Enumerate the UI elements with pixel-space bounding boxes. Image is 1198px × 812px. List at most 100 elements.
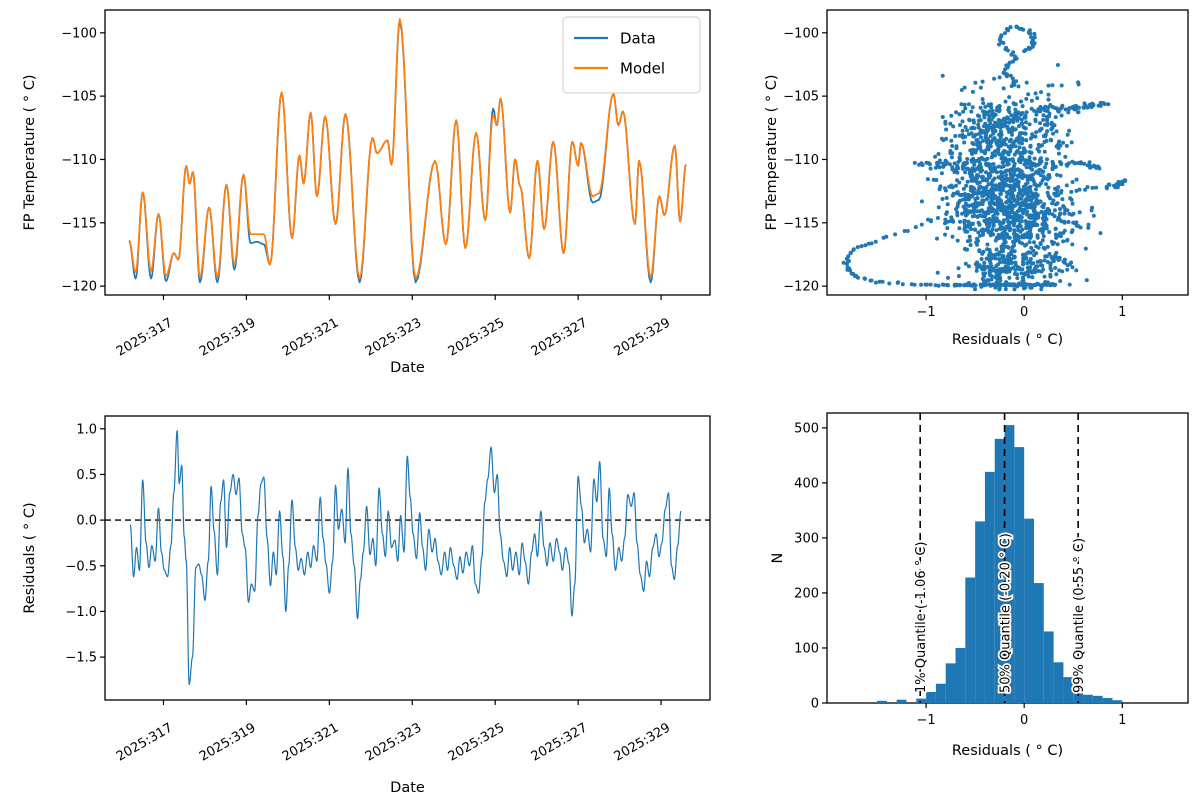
scatter-point: [943, 188, 948, 193]
scatter-point: [887, 281, 892, 286]
scatter-point: [1047, 252, 1052, 256]
scatter-point: [1018, 224, 1023, 229]
scatter-point: [958, 219, 962, 224]
scatter-point: [984, 110, 989, 115]
scatter-point: [961, 197, 966, 202]
x-tick-label: 2025:327: [529, 315, 590, 359]
scatter-point: [1054, 235, 1059, 240]
scatter-point: [1060, 269, 1065, 274]
scatter-point: [1056, 193, 1061, 198]
x-axis-label: Residuals ( ° C): [952, 332, 1063, 348]
scatter-point: [1063, 107, 1068, 112]
scatter-point: [935, 161, 940, 166]
scatter-point: [1069, 140, 1074, 145]
axes-frame: [826, 9, 1189, 296]
scatter-point: [1070, 180, 1075, 184]
x-tick-label: 2025:319: [197, 720, 258, 764]
scatter-point: [992, 168, 997, 173]
scatter-point: [1065, 132, 1070, 137]
scatter-point: [1039, 269, 1044, 274]
y-tick-label: −115: [783, 216, 819, 231]
scatter-point: [1049, 239, 1054, 244]
scatter-point: [1020, 235, 1024, 240]
scatter-point: [977, 114, 982, 119]
scatter-point: [945, 226, 950, 231]
scatter-point: [1013, 168, 1017, 172]
scatter-point: [995, 106, 1000, 111]
scatter-point: [984, 162, 989, 167]
scatter-point: [1030, 196, 1035, 200]
scatter-point: [994, 252, 999, 257]
scatter-point: [1069, 189, 1074, 194]
scatter-point: [1070, 265, 1075, 270]
scatter-point: [990, 256, 994, 261]
scatter-point: [956, 274, 961, 279]
scatter-point: [950, 144, 955, 148]
scatter-point: [1019, 99, 1023, 104]
scatter-point: [999, 165, 1004, 170]
scatter-point: [919, 222, 924, 227]
histogram-bar: [965, 577, 976, 703]
scatter-point: [971, 192, 976, 197]
scatter-point: [998, 191, 1003, 196]
y-tick-label: −0.5: [65, 559, 97, 574]
scatter-point: [1088, 165, 1093, 170]
scatter-point: [999, 173, 1004, 177]
scatter-point: [1055, 172, 1059, 177]
scatter-point: [851, 247, 856, 252]
scatter-point: [997, 104, 1002, 108]
x-axis-label: Date: [390, 780, 425, 796]
scatter-point: [1024, 80, 1029, 85]
scatter-point: [1021, 184, 1026, 189]
scatter-point: [1032, 214, 1036, 219]
scatter-point: [928, 166, 933, 171]
y-tick-label: −1.5: [65, 651, 97, 666]
scatter-point: [1003, 206, 1008, 211]
scatter-point: [970, 89, 975, 94]
scatter-point: [950, 165, 955, 170]
scatter-point: [1050, 256, 1055, 261]
scatter-point: [976, 230, 981, 235]
scatter-point: [1054, 129, 1059, 134]
scatter-point: [984, 130, 989, 135]
scatter-point: [863, 243, 868, 248]
x-tick-label: 1: [1118, 713, 1126, 728]
scatter-point: [1027, 47, 1032, 51]
scatter-point: [1001, 86, 1006, 91]
scatter-point: [947, 184, 952, 189]
scatter-point: [955, 238, 960, 243]
scatter-point: [1106, 102, 1111, 107]
scatter-point: [1048, 137, 1053, 142]
scatter-point: [919, 199, 924, 204]
scatter-point: [1017, 218, 1022, 223]
y-tick-label: −105: [61, 90, 97, 105]
scatter-point: [1040, 282, 1045, 287]
scatter-point: [1036, 211, 1041, 216]
histogram-bar: [896, 699, 907, 703]
scatter-point: [943, 232, 948, 237]
scatter-point: [970, 221, 975, 226]
scatter-point: [983, 213, 988, 218]
scatter-point: [1076, 110, 1080, 115]
scatter-point: [1050, 83, 1055, 88]
scatter-point: [973, 80, 978, 85]
scatter-point: [991, 192, 996, 196]
scatter-point: [1050, 126, 1054, 131]
scatter-point: [1055, 143, 1060, 148]
scatter-point: [1035, 233, 1040, 238]
y-tick-label: 500: [794, 421, 819, 436]
scatter-point: [984, 256, 989, 261]
scatter-point: [952, 161, 957, 166]
scatter-point: [974, 268, 979, 273]
scatter-point: [1007, 177, 1012, 182]
scatter-point: [1011, 178, 1016, 183]
scatter-point: [985, 147, 990, 151]
scatter-point: [1028, 250, 1033, 255]
scatter-point: [1055, 63, 1060, 67]
scatter-point: [853, 274, 857, 279]
x-tick-label: 0: [1020, 305, 1028, 320]
scatter-point: [1045, 117, 1050, 122]
scatter-point: [1003, 182, 1007, 187]
scatter-point: [981, 231, 986, 236]
scatter-point: [1000, 202, 1004, 206]
